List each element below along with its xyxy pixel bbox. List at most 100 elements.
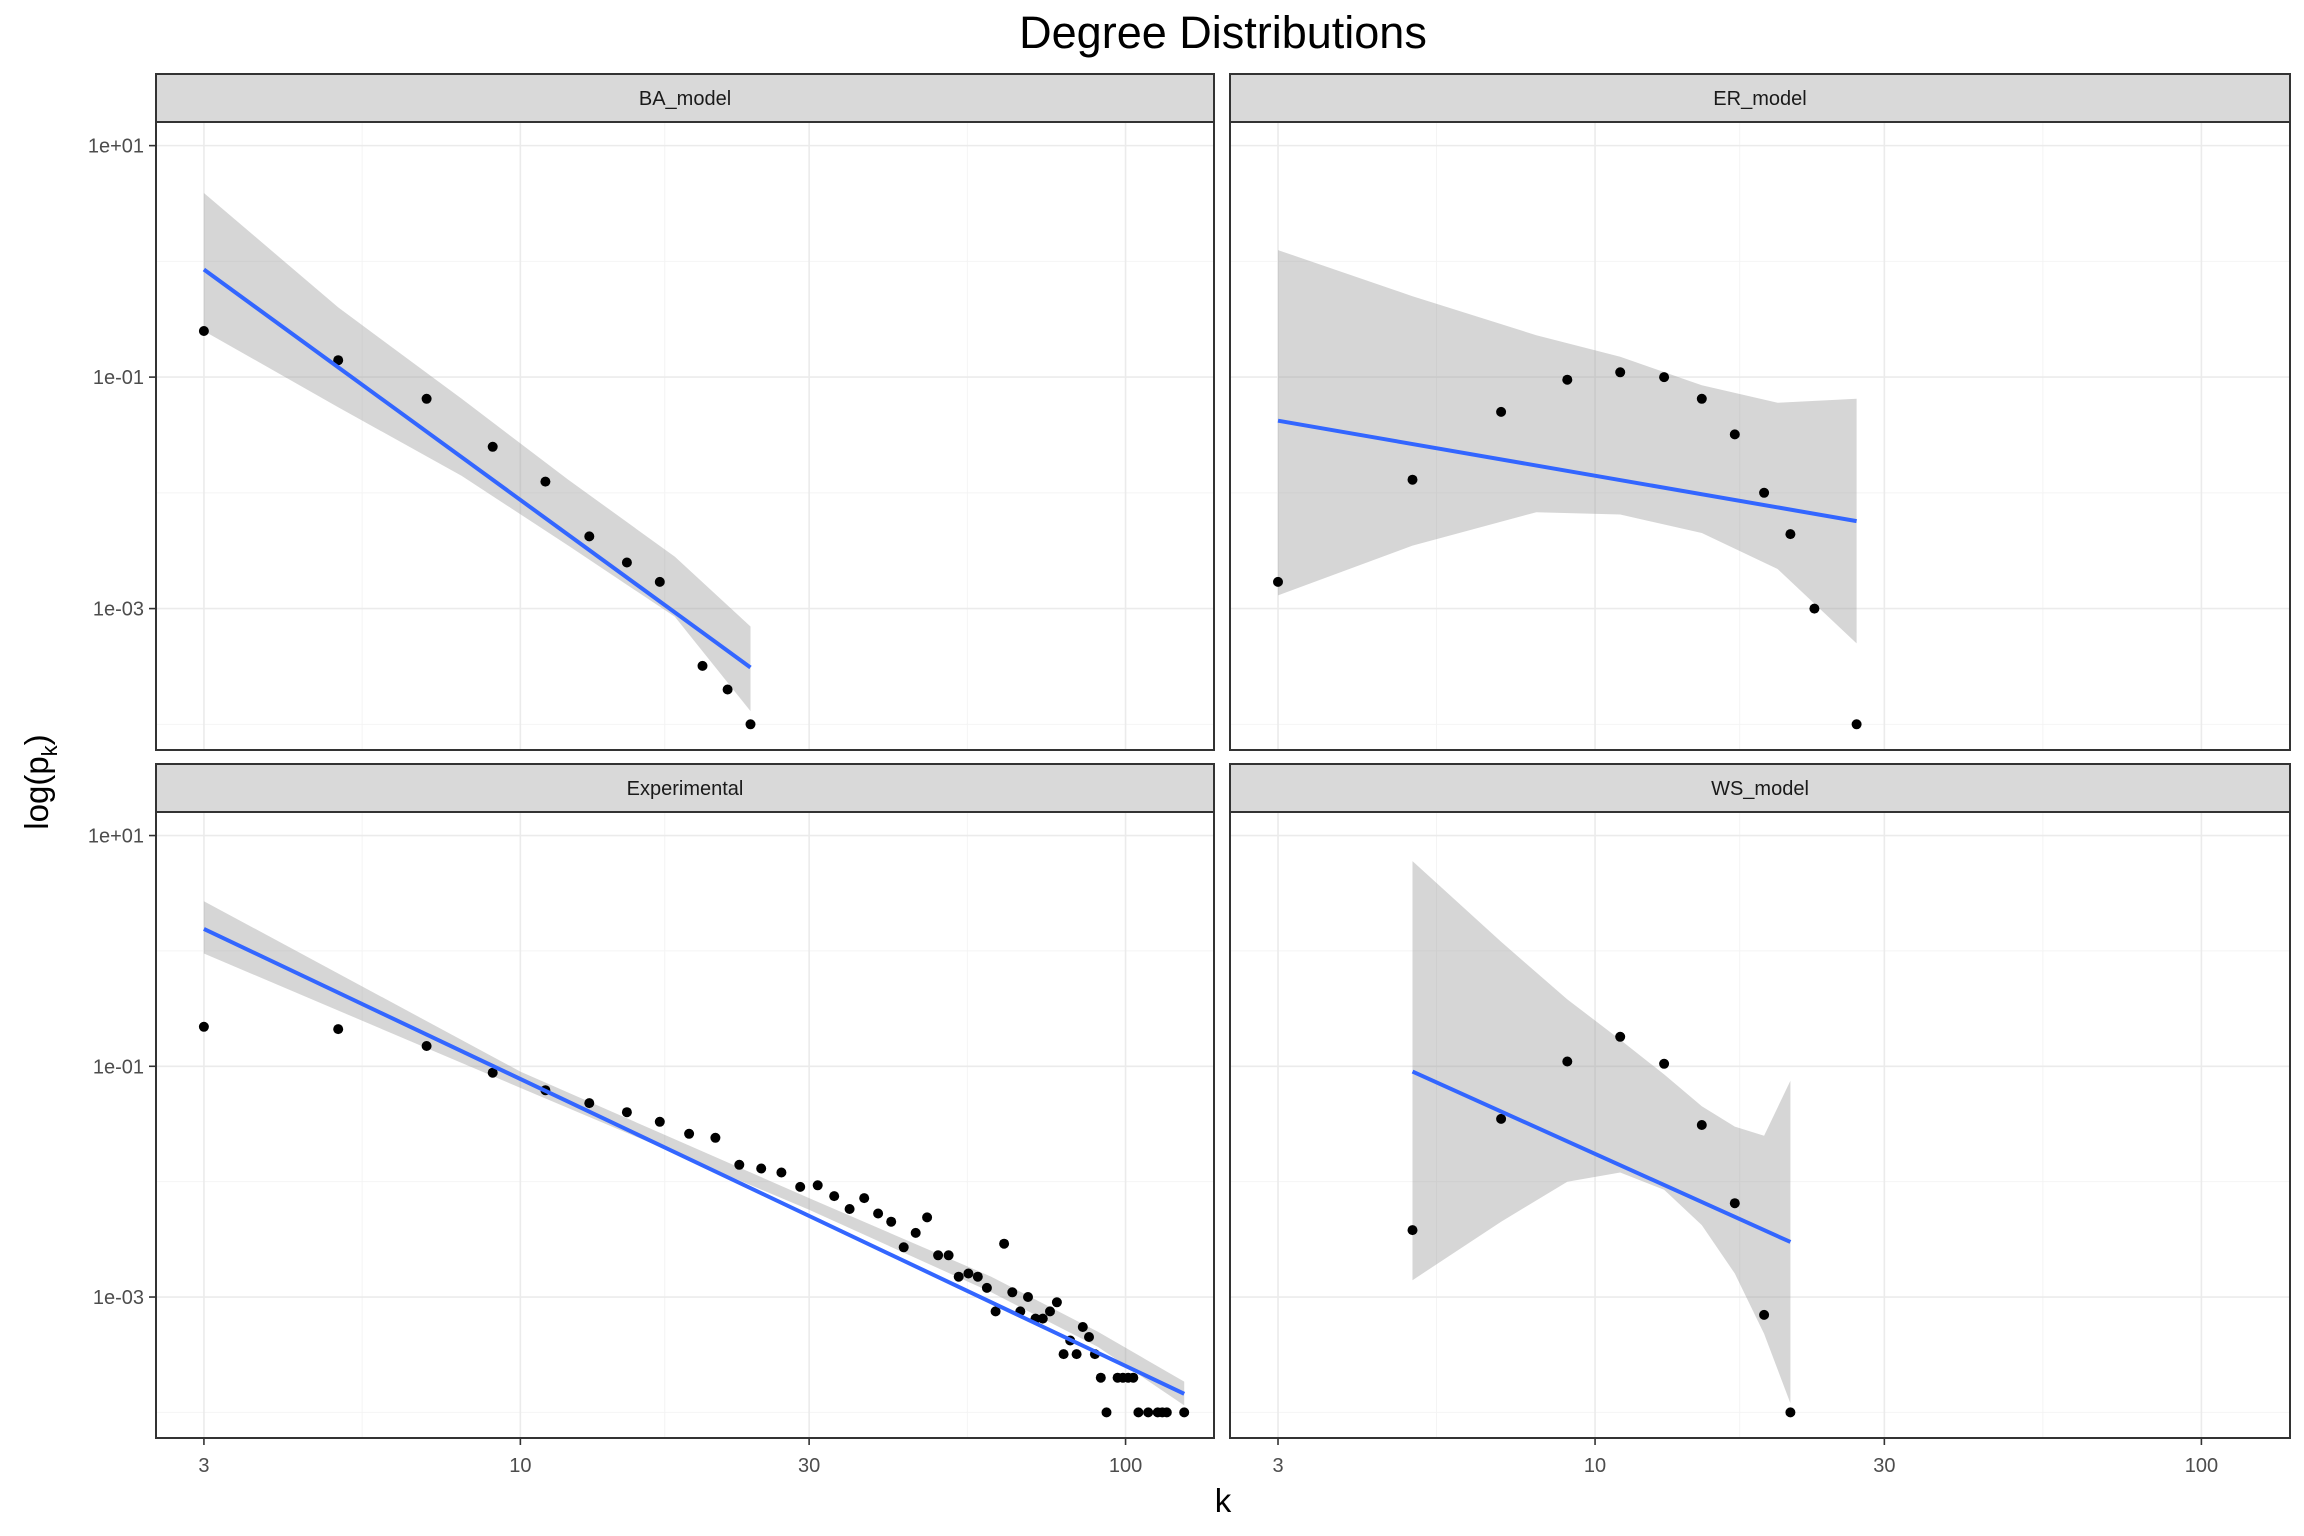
facet-panels: BA_model ER_model Experimental WS_model xyxy=(155,73,2291,1439)
data-point xyxy=(1095,1372,1106,1383)
data-point xyxy=(1615,1031,1626,1042)
x-tick-label: 3 xyxy=(1272,1455,1283,1477)
data-point xyxy=(1128,1372,1139,1383)
data-point xyxy=(1407,474,1418,485)
y-axis-title-main: log(p xyxy=(18,756,55,829)
panel-background xyxy=(1230,122,2290,750)
panel-border xyxy=(155,811,1215,1439)
data-point xyxy=(1615,367,1626,378)
data-point xyxy=(710,1132,721,1143)
data-point xyxy=(776,1167,787,1178)
strip-header xyxy=(1229,763,2291,813)
panel-background xyxy=(156,812,1214,1438)
chart-title: Degree Distributions xyxy=(1019,7,1427,58)
data-point xyxy=(584,531,595,542)
fit-line xyxy=(203,927,1186,1396)
panel-border xyxy=(1229,121,2291,751)
data-point xyxy=(756,1163,767,1174)
data-point xyxy=(1759,487,1770,498)
data-point xyxy=(487,1067,498,1078)
data-point xyxy=(910,1227,921,1238)
panel-border xyxy=(155,121,1215,751)
strip-label: WS_model xyxy=(1711,778,1809,800)
data-point xyxy=(829,1191,840,1202)
x-tick-label: 30 xyxy=(1873,1455,1895,1477)
data-point xyxy=(972,1271,983,1282)
data-point xyxy=(540,476,551,487)
data-point xyxy=(1696,1120,1707,1130)
confidence-band xyxy=(1412,861,1791,1404)
data-point xyxy=(933,1250,944,1261)
data-point xyxy=(1143,1407,1154,1418)
data-point xyxy=(745,719,756,730)
data-point xyxy=(1785,529,1796,540)
data-point xyxy=(1562,374,1573,385)
x-tick-label: 100 xyxy=(2185,1455,2218,1477)
data-point xyxy=(654,576,665,587)
data-point xyxy=(922,1212,933,1223)
data-point xyxy=(722,684,733,695)
facet-Experimental: Experimental xyxy=(155,763,1215,1439)
data-point xyxy=(873,1208,884,1219)
data-point xyxy=(198,326,209,336)
x-tick-label: 30 xyxy=(798,1455,820,1477)
x-axis-title: k xyxy=(1215,1482,1232,1519)
data-point xyxy=(1084,1332,1094,1342)
data-point xyxy=(886,1216,897,1227)
facet-ER_model: ER_model xyxy=(1229,73,2291,751)
data-point xyxy=(1562,1056,1573,1067)
facet-WS_model: WS_model xyxy=(1229,763,2291,1439)
x-tick-label: 10 xyxy=(1584,1455,1606,1477)
data-point xyxy=(1023,1292,1033,1302)
data-point xyxy=(584,1098,595,1109)
data-point xyxy=(1496,406,1507,417)
data-point xyxy=(1179,1407,1190,1418)
y-axes: 1e-03 1e-01 1e+01 1e-03 1e-01 1e+01 xyxy=(88,136,156,1309)
confidence-band xyxy=(1278,250,1857,644)
data-point xyxy=(1659,1058,1670,1069)
y-tick-label: 1e+01 xyxy=(88,136,144,158)
data-point xyxy=(1496,1113,1507,1124)
y-tick-label: 1e-01 xyxy=(93,367,144,389)
data-point xyxy=(684,1128,695,1139)
data-point xyxy=(1058,1349,1069,1360)
fit-line xyxy=(1277,418,1857,524)
data-point xyxy=(1077,1322,1088,1332)
panel-background xyxy=(1230,812,2290,1438)
data-point xyxy=(421,393,432,404)
data-point xyxy=(697,660,708,671)
data-point xyxy=(1273,576,1283,587)
y-tick-label: 1e-01 xyxy=(93,1056,144,1078)
data-point xyxy=(812,1180,823,1191)
data-point xyxy=(1007,1287,1018,1298)
data-point xyxy=(621,557,632,568)
x-tick-label: 10 xyxy=(509,1455,531,1477)
data-point xyxy=(943,1250,954,1261)
data-point xyxy=(953,1271,964,1282)
x-tick-label: 3 xyxy=(198,1455,209,1477)
fit-line xyxy=(1411,1069,1792,1244)
x-tick-label: 100 xyxy=(1109,1455,1142,1477)
data-point xyxy=(844,1204,855,1214)
data-point xyxy=(981,1282,992,1293)
data-point xyxy=(421,1041,432,1051)
fit-line xyxy=(202,267,752,670)
data-point xyxy=(1045,1306,1055,1317)
data-point xyxy=(1037,1313,1048,1324)
data-point xyxy=(990,1306,1001,1317)
strip-header xyxy=(155,763,1215,813)
panel-background xyxy=(156,122,1214,750)
y-axis-title-close: ) xyxy=(18,734,55,745)
confidence-band xyxy=(203,901,1185,1406)
data-point xyxy=(1051,1297,1062,1308)
data-point xyxy=(654,1116,665,1127)
data-point xyxy=(1729,429,1740,440)
confidence-band xyxy=(203,193,751,712)
panel-border xyxy=(1229,811,2291,1439)
data-point xyxy=(198,1021,209,1032)
data-point xyxy=(1101,1407,1112,1418)
facet-BA_model: BA_model xyxy=(155,73,1215,751)
strip-label: BA_model xyxy=(639,88,731,110)
data-point xyxy=(734,1159,745,1170)
